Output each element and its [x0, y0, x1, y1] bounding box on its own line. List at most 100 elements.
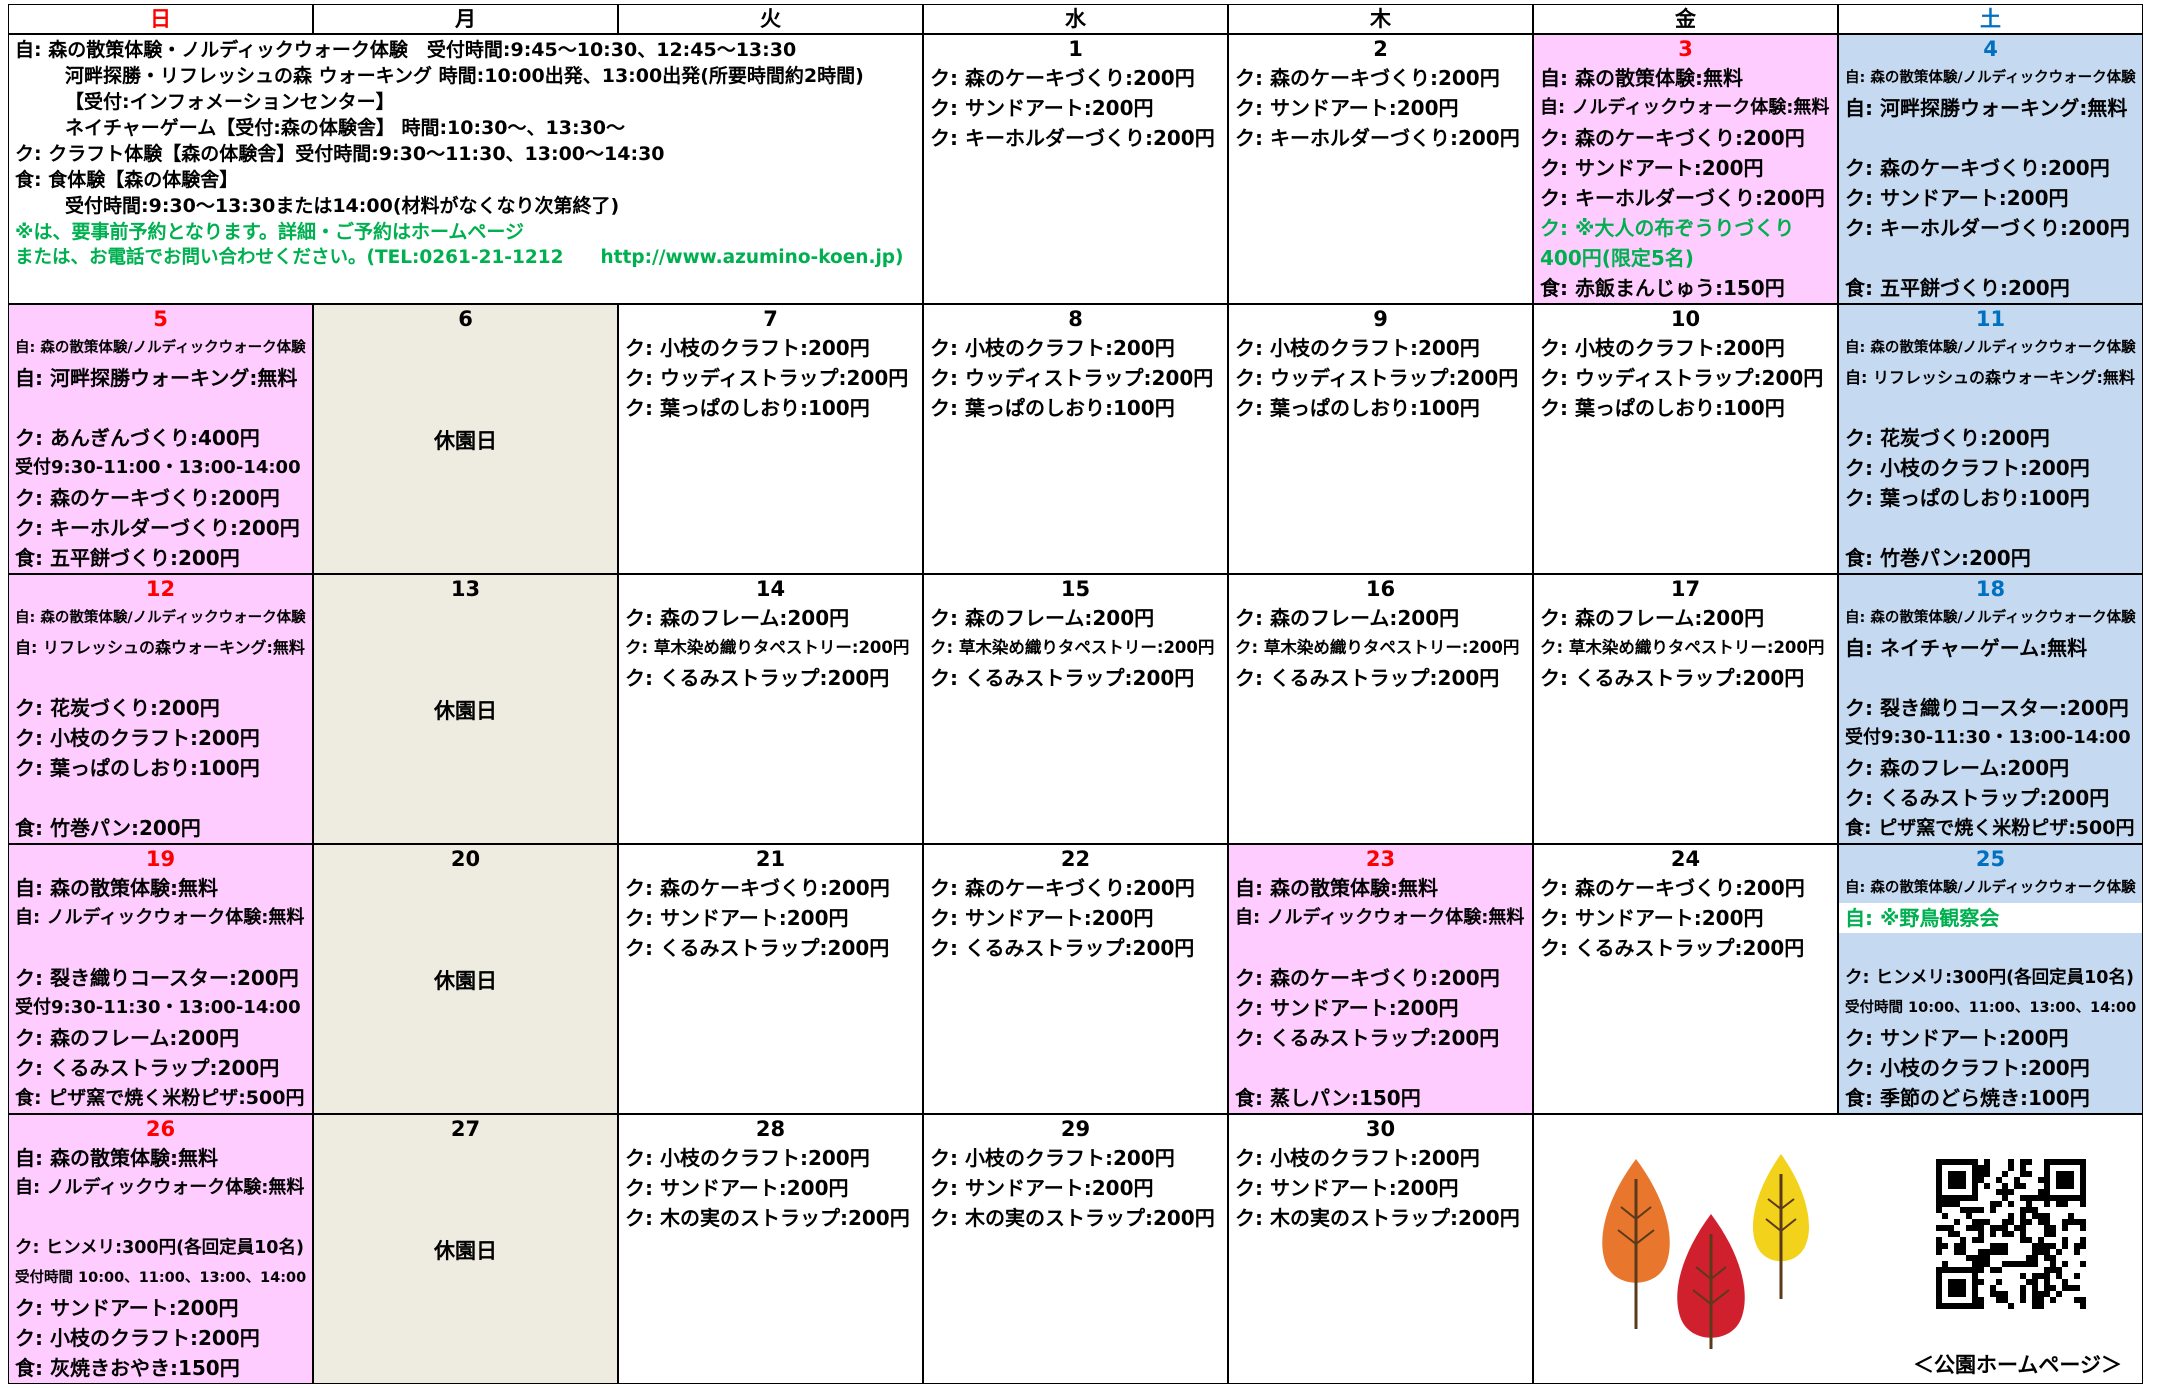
- event-line: ク: キーホルダーづくり:200円: [1540, 186, 1825, 210]
- event-line: 受付9:30-11:30・13:00-14:00: [1845, 727, 2131, 748]
- day-cell: 30 ク: 小枝のクラフト:200円 ク: サンドアート:200円 ク: 木の実のスト…: [1228, 1114, 1533, 1384]
- qr-code: [1936, 1159, 2086, 1309]
- event-line: 食: 灰焼きおやき:150円: [15, 1356, 240, 1380]
- date-number: 26: [145, 1117, 176, 1141]
- event-line: ク: 森のケーキづくり:200円: [1845, 156, 2110, 180]
- event-line: ク: 葉っぱのしおり:100円: [15, 756, 260, 780]
- day-cell: 29 ク: 小枝のクラフト:200円 ク: サンドアート:200円 ク: 木の実のスト…: [923, 1114, 1228, 1384]
- event-line: 食: 蒸しパン:150円: [1235, 1086, 1421, 1110]
- date-number: 9: [1373, 307, 1388, 331]
- date-number: 16: [1365, 577, 1396, 601]
- weekday-header: 土: [1838, 4, 2143, 34]
- event-line: ク: 小枝のクラフト:200円: [1235, 336, 1480, 360]
- event-line: ク: くるみストラップ:200円: [930, 936, 1195, 960]
- event-line: ク: サンドアート:200円: [625, 1176, 849, 1200]
- intro-line: ネイチャーゲーム【受付:森の体験舎】 時間:10:30～、13:30～: [65, 117, 626, 139]
- tree-red: [1677, 1214, 1745, 1349]
- blank-line: [9, 1203, 312, 1233]
- event-line: ク: 森のケーキづくり:200円: [1235, 66, 1500, 90]
- event-line: ク: 裂き織りコースター:200円: [1845, 696, 2129, 720]
- event-line: ク: ウッディストラップ:200円: [1540, 366, 1824, 390]
- date-number: 7: [763, 307, 778, 331]
- intro-line: 河畔探勝・リフレッシュの森 ウォーキング 時間:10:00出発、13:00出発(…: [65, 65, 864, 87]
- event-line: ク: くるみストラップ:200円: [625, 666, 890, 690]
- closed-note: 休園日: [434, 1239, 497, 1263]
- event-line: ク: 小枝のクラフト:200円: [1540, 336, 1785, 360]
- date-number: 29: [1060, 1117, 1091, 1141]
- event-line: 自: ネイチャーゲーム:無料: [1845, 636, 2088, 660]
- blank-line: [9, 783, 312, 813]
- intro-line: ク: クラフト体験【森の体験舎】受付時間:9:30～11:30、13:00～14…: [15, 143, 665, 165]
- day-cell: 16 ク: 森のフレーム:200円 ク: 草木染め織りタペストリー:200円 ク: く…: [1228, 574, 1533, 844]
- event-line: 食: ピザ窯で焼く米粉ピザ:500円: [1845, 817, 2135, 839]
- weekday-header: 火: [618, 4, 923, 34]
- intro-notes: 自: 森の散策体験・ノルディックウォーク体験 受付時間:9:45～10:30、1…: [8, 34, 923, 304]
- event-line: 自: 森の散策体験/ノルディックウォーク体験: [1845, 880, 2136, 896]
- event-line: 自: 森の散策体験/ノルディックウォーク体験: [15, 340, 306, 356]
- event-line: 自: ※野鳥観察会: [1839, 903, 2142, 933]
- event-line: 食: ピザ窯で焼く米粉ピザ:500円: [15, 1087, 305, 1109]
- event-line: 自: 森の散策体験/ノルディックウォーク体験: [1845, 340, 2136, 356]
- blank-line: [9, 933, 312, 963]
- event-line: ク: 葉っぱのしおり:100円: [1235, 396, 1480, 420]
- blank-line: [1839, 933, 2142, 963]
- blank-line: [1229, 933, 1532, 963]
- event-line: ク: 木の実のストラップ:200円: [1235, 1206, 1520, 1230]
- day-cell: 1 ク: 森のケーキづくり:200円 ク: サンドアート:200円 ク: キーホルダー…: [923, 34, 1228, 304]
- event-line: ク: キーホルダーづくり:200円: [1235, 126, 1520, 150]
- event-line: ク: ウッディストラップ:200円: [930, 366, 1214, 390]
- event-line: 自: 河畔探勝ウォーキング:無料: [15, 366, 298, 390]
- day-cell: 5 自: 森の散策体験/ノルディックウォーク体験 自: 河畔探勝ウォーキング:無料ク…: [8, 304, 313, 574]
- event-line: 自: 河畔探勝ウォーキング:無料: [1845, 96, 2128, 120]
- intro-line: 食: 食体験【森の体験舎】: [15, 169, 239, 191]
- event-line: ク: 森のフレーム:200円: [15, 1026, 240, 1050]
- event-line: ク: 小枝のクラフト:200円: [1845, 1056, 2090, 1080]
- blank-line: [1839, 393, 2142, 423]
- event-line: ク: サンドアート:200円: [1235, 96, 1459, 120]
- event-line: ク: 葉っぱのしおり:100円: [1845, 486, 2090, 510]
- intro-line: 受付時間:9:30～13:30または14:00(材料がなくなり次第終了): [65, 195, 620, 217]
- footer-area: ＜公園ホームページ＞: [1533, 1114, 2143, 1384]
- event-line: 自: 森の散策体験/ノルディックウォーク体験: [15, 610, 306, 626]
- date-number: 25: [1975, 847, 2006, 871]
- closed-note: 休園日: [434, 699, 497, 723]
- date-number: 21: [755, 847, 786, 871]
- blank-line: [1839, 663, 2142, 693]
- event-line: 受付時間 10:00、11:00、13:00、14:00: [1845, 1000, 2137, 1016]
- day-cell: 2 ク: 森のケーキづくり:200円 ク: サンドアート:200円ク: キーホルダー…: [1228, 34, 1533, 304]
- weekday-header: 水: [923, 4, 1228, 34]
- event-line: ク: ヒンメリ:300円(各回定員10名): [15, 1238, 304, 1258]
- date-number: 2: [1373, 37, 1388, 61]
- qr-caption: ＜公園ホームページ＞: [1913, 1353, 2122, 1377]
- event-line: ク: 草木染め織りタペストリー:200円: [1235, 638, 1520, 657]
- blank-line: [9, 663, 312, 693]
- event-line: ク: サンドアート:200円: [930, 1176, 1154, 1200]
- event-line: ク: 森のフレーム:200円: [1540, 606, 1765, 630]
- event-line: ク: 小枝のクラフト:200円: [1235, 1146, 1480, 1170]
- event-line: ク: くるみストラップ:200円: [625, 936, 890, 960]
- event-line: 自: ノルディックウォーク体験:無料: [15, 907, 305, 928]
- event-line: ク: サンドアート:200円: [1540, 906, 1764, 930]
- event-line: ク: 小枝のクラフト:200円: [15, 1326, 260, 1350]
- blank-line: [1229, 1053, 1532, 1083]
- day-cell: 18 自: 森の散策体験/ノルディックウォーク体験 自: ネイチャーゲーム:無料 ク:…: [1838, 574, 2143, 844]
- event-line: ク: 花炭づくり:200円: [15, 696, 220, 720]
- event-line: ク: サンドアート:200円: [1235, 996, 1459, 1020]
- date-number: 20: [450, 847, 481, 871]
- event-line: ク: サンドアート:200円: [930, 96, 1154, 120]
- event-line: ク: 森のケーキづくり:200円: [930, 876, 1195, 900]
- day-cell: 6 休園日: [313, 304, 618, 574]
- day-cell: 11 自: 森の散策体験/ノルディックウォーク体験 自: リフレッシュの森ウォーキン…: [1838, 304, 2143, 574]
- date-number: 23: [1365, 847, 1396, 871]
- date-number: 5: [153, 307, 168, 331]
- intro-line: 自: 森の散策体験・ノルディックウォーク体験 受付時間:9:45～10:30、1…: [15, 39, 797, 61]
- date-number: 28: [755, 1117, 786, 1141]
- event-line: ク: 森のフレーム:200円: [930, 606, 1155, 630]
- event-line: 自: 森の散策体験:無料: [15, 1146, 218, 1170]
- date-number: 18: [1975, 577, 2006, 601]
- date-number: 22: [1060, 847, 1091, 871]
- event-line: ク: 森のフレーム:200円: [1235, 606, 1460, 630]
- intro-line: または、お電話でお問い合わせください。(TEL:0261-21-1212 htt…: [15, 247, 904, 268]
- event-line: 自: リフレッシュの森ウォーキング:無料: [1845, 368, 2135, 387]
- event-line: ク: 森のケーキづくり:200円: [930, 66, 1195, 90]
